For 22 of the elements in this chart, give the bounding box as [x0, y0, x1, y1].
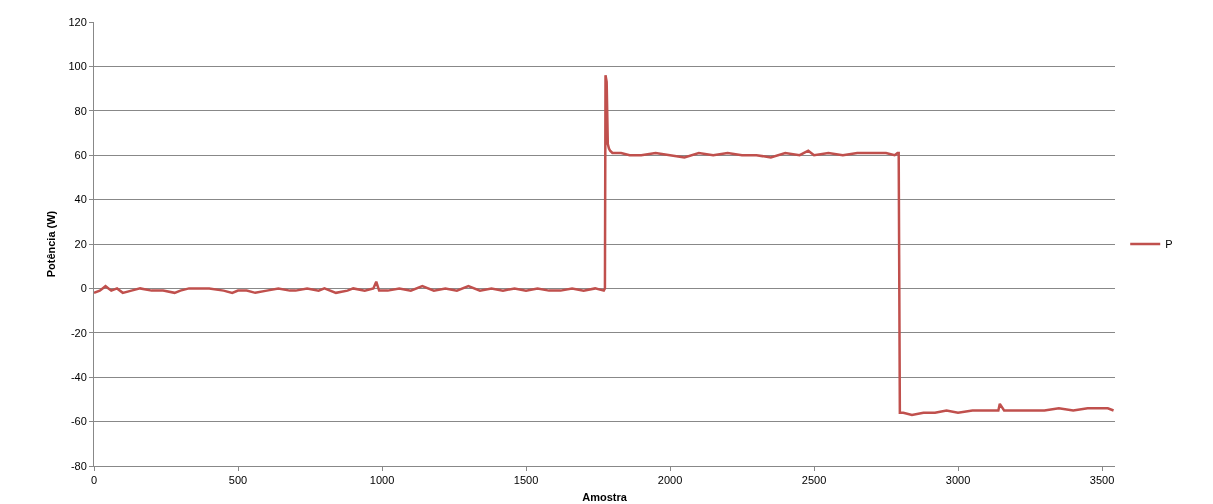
- y-tick-label: 0: [80, 282, 87, 295]
- x-tick-label: 3500: [1089, 474, 1115, 487]
- x-tick-label: 3000: [945, 474, 971, 487]
- x-axis-title: Amostra: [582, 491, 628, 504]
- y-tick-label: -40: [70, 371, 87, 384]
- y-axis-title: Potência (W): [45, 210, 58, 278]
- y-tick-label: 20: [74, 237, 87, 250]
- y-tick-label: -80: [70, 459, 87, 472]
- legend-label: P: [1165, 238, 1173, 251]
- y-tick-label: 100: [68, 60, 87, 73]
- x-tick-label: 1000: [369, 474, 395, 487]
- x-tick-label: 2000: [657, 474, 683, 487]
- y-tick-label: 80: [74, 104, 87, 117]
- y-tick-label: -60: [70, 415, 87, 428]
- y-tick-label: 120: [68, 15, 87, 28]
- y-tick-label: -20: [70, 326, 87, 339]
- x-tick-label: 500: [228, 474, 248, 487]
- x-tick-label: 1500: [513, 474, 539, 487]
- x-tick-label: 2500: [801, 474, 827, 487]
- y-tick-label: 60: [74, 149, 87, 162]
- x-tick-label: 0: [90, 474, 98, 487]
- y-tick-label: 40: [74, 193, 87, 206]
